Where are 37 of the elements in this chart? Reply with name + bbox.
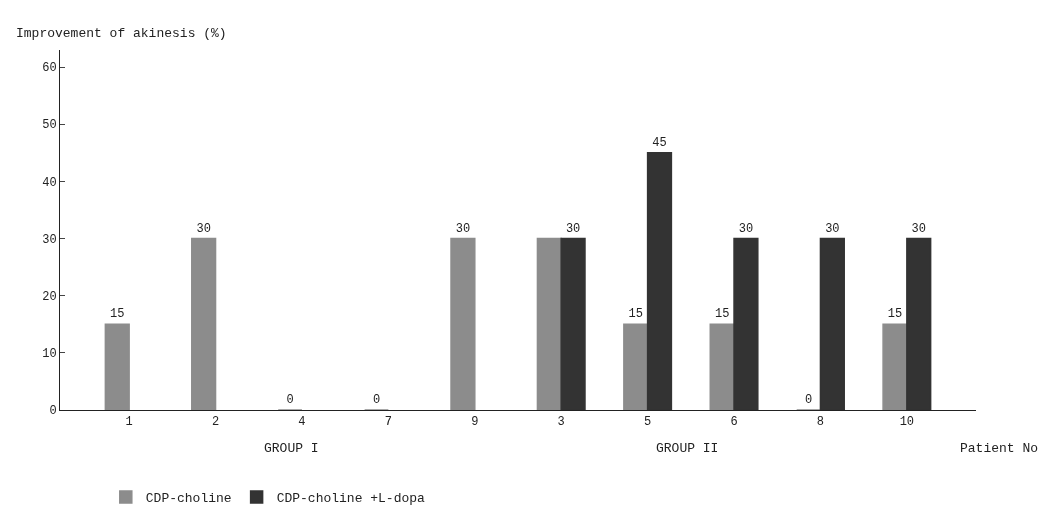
x-tick-label: 3 xyxy=(557,415,565,430)
legend-label: CDP-choline xyxy=(145,491,232,507)
data-label: 15 xyxy=(110,307,125,322)
data-label: 15 xyxy=(628,307,643,322)
y-tick-label: 40 xyxy=(42,175,57,190)
y-tick-label: 60 xyxy=(42,61,57,76)
data-label: 0 xyxy=(804,393,813,407)
y-tick-label: 0 xyxy=(49,404,57,419)
y-tick-label: 10 xyxy=(42,347,57,362)
x-tick-label: 1 xyxy=(125,415,133,430)
data-label: 0 xyxy=(286,393,294,407)
x-tick-label: 2 xyxy=(211,415,220,430)
text: GROUP II xyxy=(656,441,719,456)
data-label: 30 xyxy=(196,221,211,236)
text: GROUP I xyxy=(264,441,319,456)
data-label: 15 xyxy=(887,307,903,322)
x-axis-title: Patient No xyxy=(960,441,1039,456)
x-tick-label: 10 xyxy=(899,415,915,430)
x-tick-label: 5 xyxy=(644,415,652,430)
y-tick-label: 50 xyxy=(42,118,57,133)
data-label: 30 xyxy=(911,221,926,236)
x-tick-label: 6 xyxy=(730,415,738,430)
data-label: 45 xyxy=(652,135,667,150)
y-tick-label: 20 xyxy=(42,289,57,304)
legend-label: CDP-choline +L-dopa xyxy=(276,491,426,507)
x-tick-label: 8 xyxy=(816,415,825,430)
data-label: 15 xyxy=(714,307,730,322)
data-label: 30 xyxy=(455,221,471,236)
y-tick-label: 30 xyxy=(42,232,57,247)
data-label: 30 xyxy=(825,221,840,236)
data-label: 30 xyxy=(565,221,581,236)
x-tick-label: 7 xyxy=(384,415,392,430)
data-label: 30 xyxy=(738,221,754,236)
y-axis-title: Improvement of akinesis (%) xyxy=(16,26,227,41)
x-tick-label: 9 xyxy=(471,415,479,430)
data-label: 0 xyxy=(372,393,381,407)
x-tick-label: 4 xyxy=(298,415,306,430)
